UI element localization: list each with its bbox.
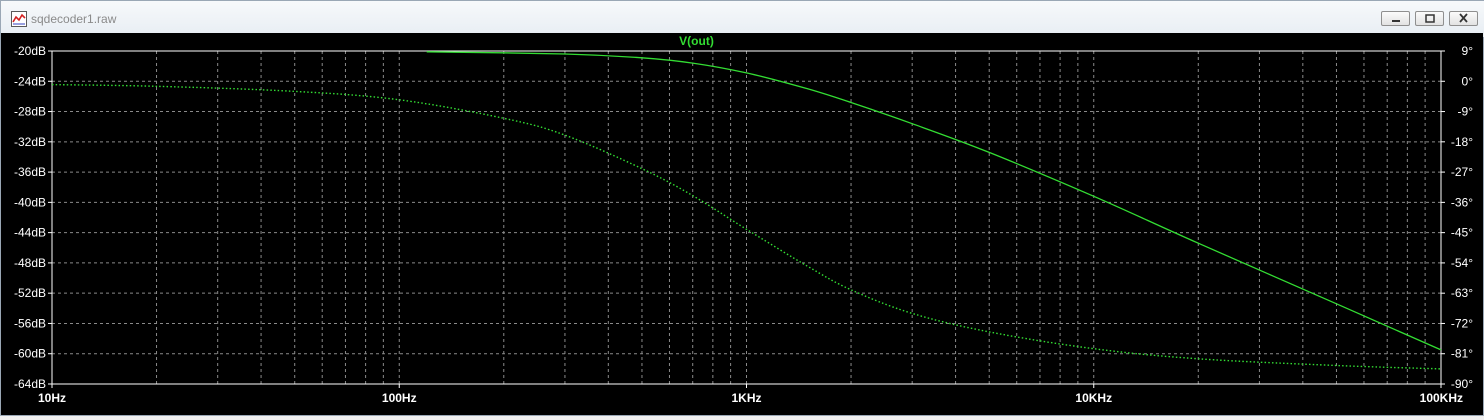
x-tick-label: 100KHz [1420, 391, 1463, 405]
y-right-tick-label: 9° [1462, 44, 1474, 58]
y-left-tick-label: -56dB [14, 316, 46, 330]
series-layer [51, 51, 1442, 370]
x-tick-label: 10Hz [38, 391, 66, 405]
series-line-vout-magnitude [426, 51, 1442, 351]
y-left-tick-label: -24dB [14, 74, 46, 88]
y-left-tick-label: -40dB [14, 195, 46, 209]
y-right-tick-label: -54° [1451, 256, 1473, 270]
grid [52, 51, 1441, 384]
y-left-tick-label: -28dB [14, 105, 46, 119]
title-bar[interactable]: sqdecoder1.raw [1, 1, 1484, 37]
y-right-tick-label: -18° [1451, 135, 1473, 149]
y-right-tick-label: -9° [1458, 105, 1474, 119]
plot-area[interactable]: V(out) -20dB -24dB -28dB -32dB -36dB -40dB -44… [1, 33, 1483, 415]
y-left-tick-label: -64dB [14, 377, 46, 391]
y-right-tick-label: -72° [1451, 316, 1473, 330]
window-title: sqdecoder1.raw [31, 12, 117, 26]
chart-title: V(out) [679, 34, 714, 48]
y-right-tick-label: -90° [1451, 377, 1473, 391]
y-left-tick-label: -60dB [14, 347, 46, 361]
x-tick-label: 1KHz [731, 391, 761, 405]
y-right-tick-label: 0° [1462, 74, 1474, 88]
minimize-button[interactable] [1381, 11, 1410, 26]
series-line-vout-phase [51, 83, 1442, 370]
y-right-tick-label: -63° [1451, 286, 1473, 300]
close-icon [1459, 13, 1468, 23]
close-button[interactable] [1449, 11, 1478, 26]
restore-button[interactable] [1415, 11, 1444, 26]
y-left-tick-label: -52dB [14, 286, 46, 300]
y-left-tick-label: -44dB [14, 226, 46, 240]
minimize-icon [1392, 20, 1400, 22]
y-right-tick-label: -27° [1451, 165, 1473, 179]
x-tick-label: 100Hz [382, 391, 417, 405]
axis-labels: -20dB -24dB -28dB -32dB -36dB -40dB -44dB -48dB… [14, 44, 1473, 405]
x-tick-label: 10KHz [1075, 391, 1112, 405]
waveform-icon [11, 11, 27, 27]
y-left-tick-label: -32dB [14, 135, 46, 149]
restore-icon [1425, 14, 1435, 23]
bode-plot[interactable]: V(out) -20dB -24dB -28dB -32dB -36dB -40dB -44… [1, 33, 1483, 415]
y-right-tick-label: -81° [1451, 347, 1473, 361]
y-right-tick-label: -36° [1451, 195, 1473, 209]
y-left-tick-label: -36dB [14, 165, 46, 179]
y-left-tick-label: -20dB [14, 44, 46, 58]
y-left-tick-label: -48dB [14, 256, 46, 270]
y-right-tick-label: -45° [1451, 226, 1473, 240]
